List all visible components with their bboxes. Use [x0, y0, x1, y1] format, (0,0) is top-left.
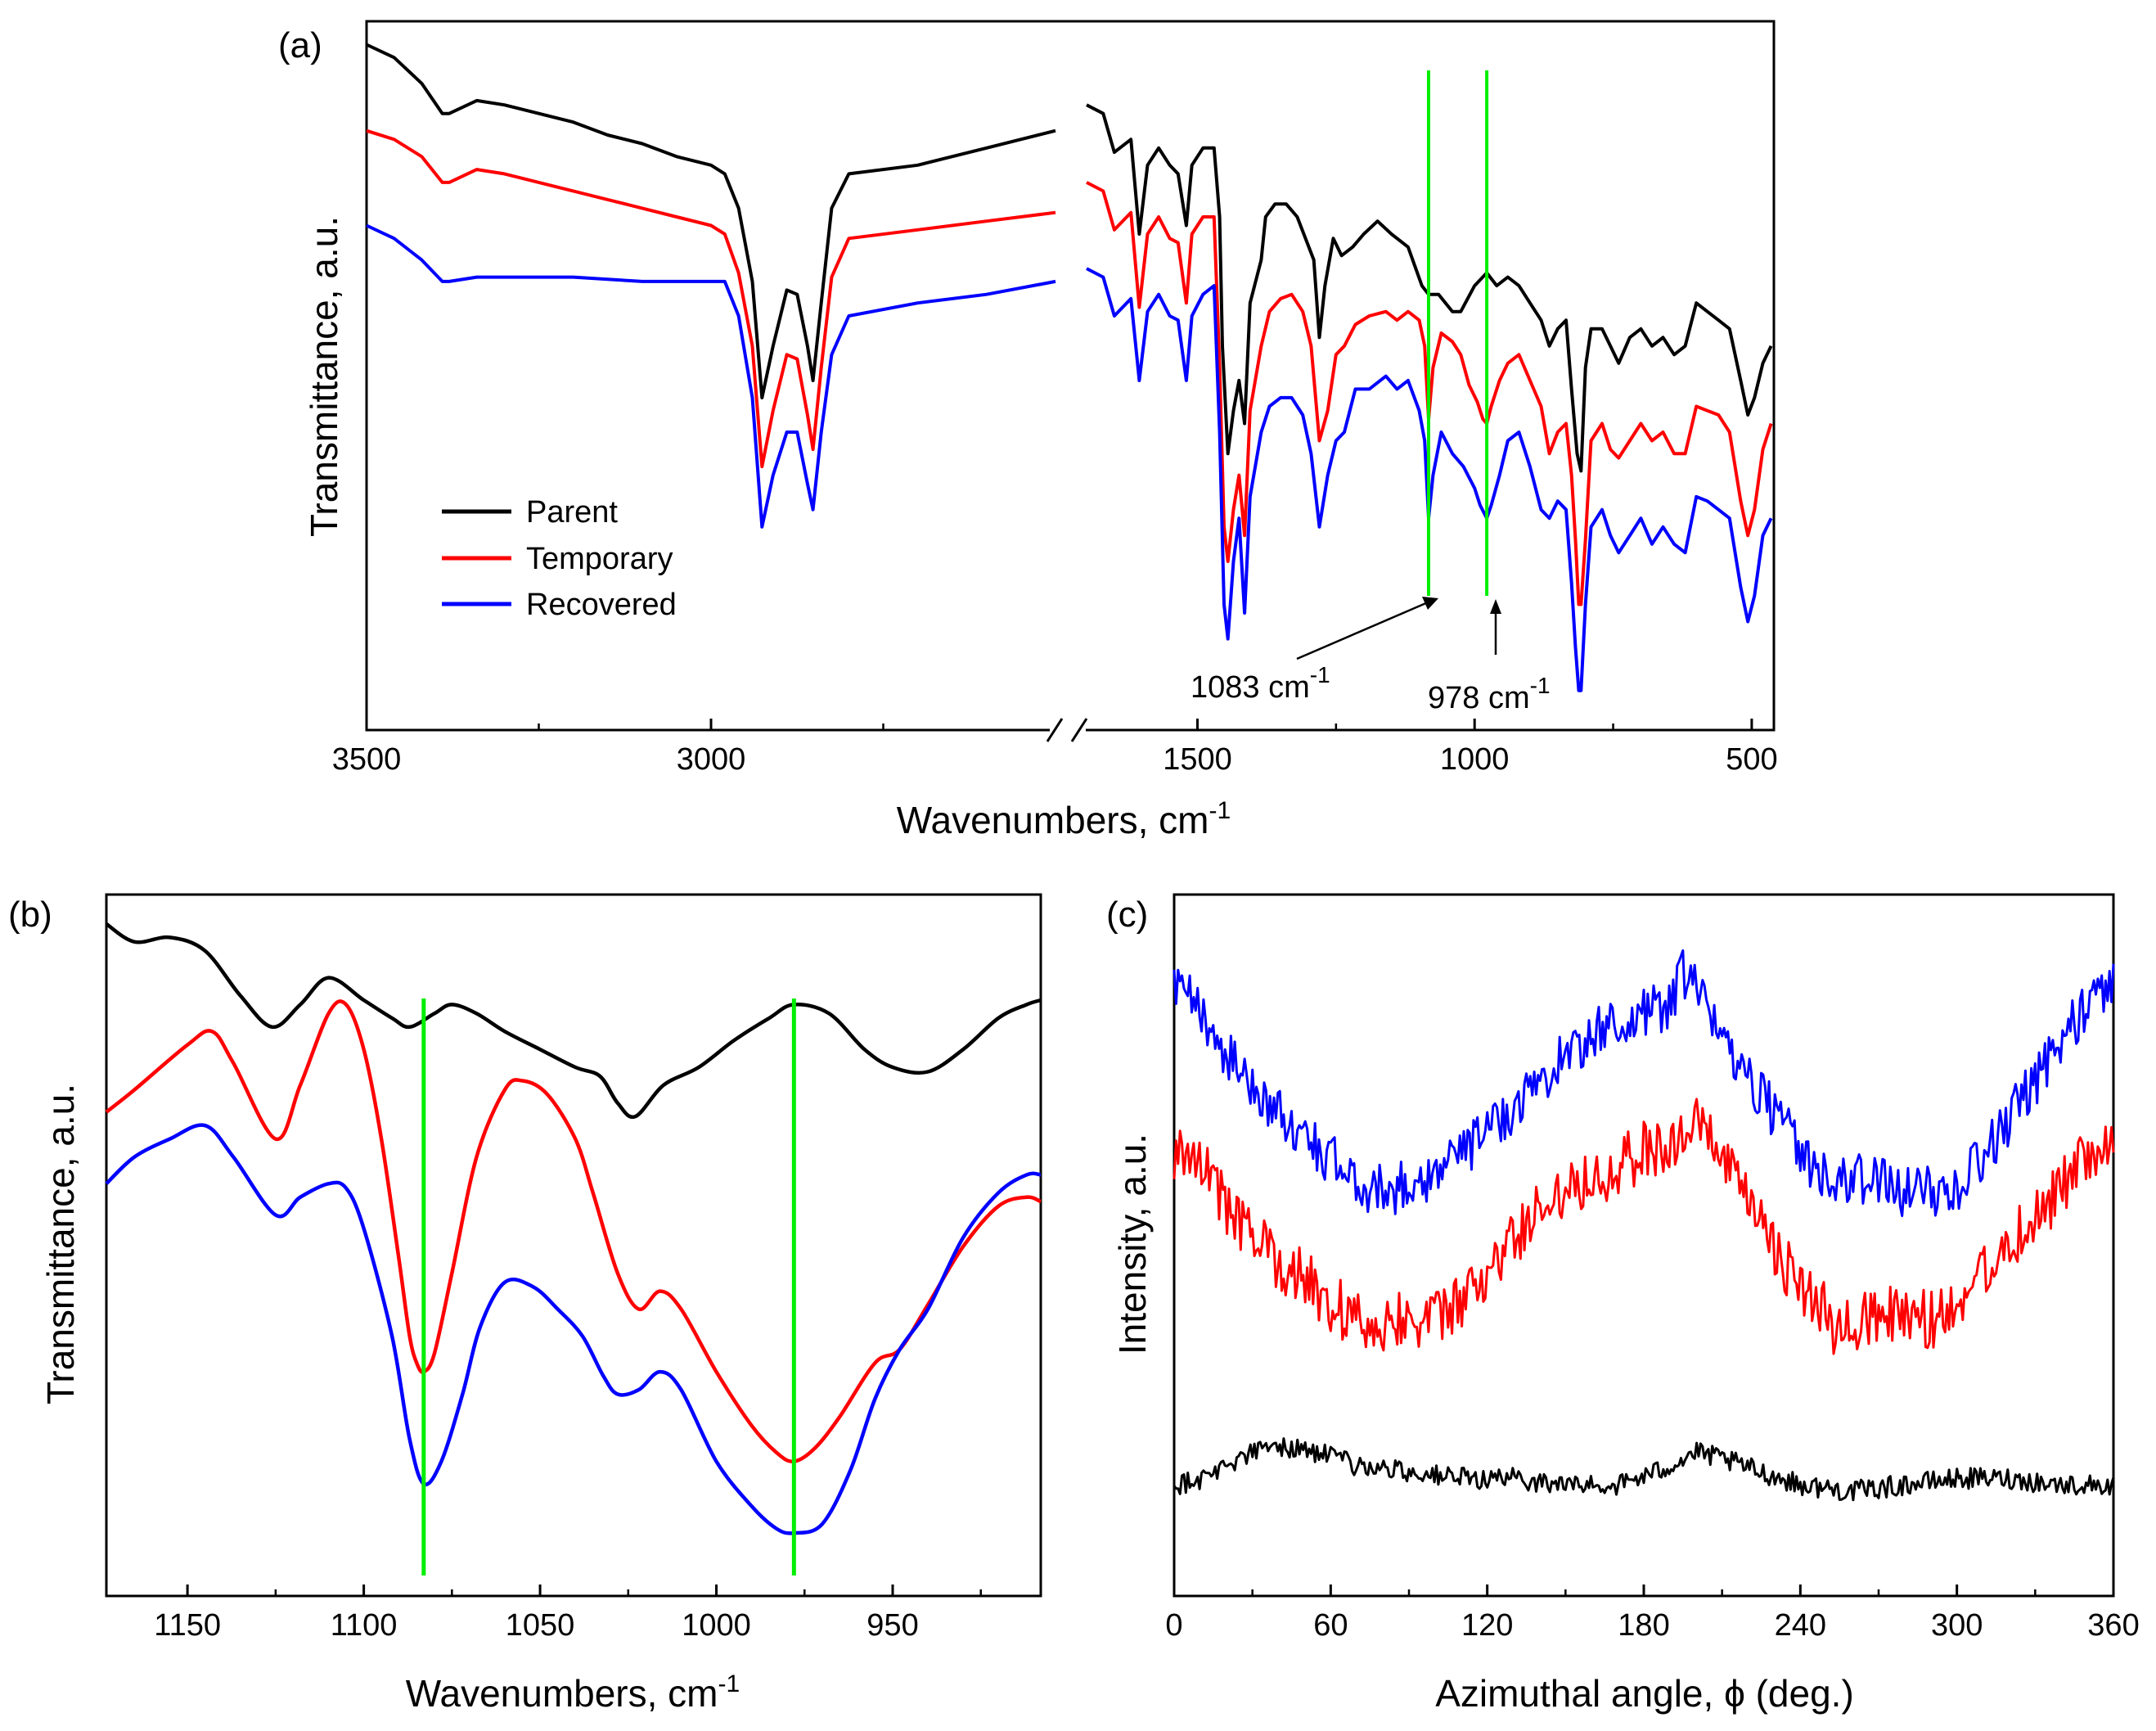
- panel-c-label: (c): [1106, 895, 1148, 935]
- panel-b-series: [105, 922, 1042, 1535]
- panel-b-x-tick-label-1100: 1100: [331, 1608, 398, 1643]
- panel-a-x-tick-label-3500: 3500: [332, 742, 402, 777]
- panel-c: (c) 0 60 120 180 240 300 360 Azimuthal angle, …: [1106, 893, 2140, 1715]
- panel-a-series-recovered-segment-1: [366, 223, 1056, 529]
- panel-b-x-tick-label-1150: 1150: [154, 1608, 221, 1643]
- panel-a-legend: Parent Temporary Recovered: [442, 495, 677, 622]
- panel-a-series-temporary-segment-2: [1086, 181, 1773, 606]
- panel-a-axis-break-mark-1: [1046, 718, 1064, 742]
- panel-b-x-axis-title: Wavenumbers, cm-1: [406, 1670, 740, 1715]
- panel-a-x-tick-label-1000: 1000: [1440, 742, 1510, 777]
- panel-c-x-tick-label-360: 360: [2087, 1608, 2139, 1643]
- panel-a-y-axis-title: Transmittance, a.u.: [303, 216, 345, 537]
- panel-b-x-tick-label-1050: 1050: [506, 1608, 575, 1643]
- panel-b-reference-lines: [421, 998, 796, 1575]
- panel-c-x-tick-label-0: 0: [1165, 1608, 1182, 1643]
- legend-label-temporary: Temporary: [526, 542, 673, 576]
- panel-b-x-tick-label-950: 950: [866, 1608, 918, 1643]
- panel-a-x-tick-label-1500: 1500: [1163, 742, 1232, 777]
- annotation-arrow-1083: [1296, 601, 1429, 660]
- annotation-arrowhead-978: [1490, 599, 1501, 614]
- panel-b-plot-frame: [105, 893, 1042, 1598]
- panel-c-x-ticks: 0 60 120 180 240 300 360: [1165, 1584, 2140, 1643]
- panel-c-series-parent: [1173, 1437, 2115, 1502]
- panel-a-plot-frame: [365, 20, 1776, 732]
- panel-a-annotations: 1083 cm-1 978 cm-1: [1191, 597, 1551, 715]
- panel-b-x-tick-label-1000: 1000: [682, 1608, 751, 1643]
- legend-label-recovered: Recovered: [526, 588, 677, 622]
- panel-c-x-tick-label-60: 60: [1313, 1608, 1348, 1643]
- panel-c-series-recovered: [1173, 949, 2115, 1218]
- panel-a-x-tick-label-3000: 3000: [677, 742, 746, 777]
- panel-b-label: (b): [8, 895, 52, 935]
- panel-b-series-parent: [105, 922, 1042, 1120]
- panel-a-x-tick-label-500: 500: [1726, 742, 1777, 777]
- panel-b-series-recovered: [105, 1123, 1042, 1535]
- panel-c-x-tick-label-240: 240: [1775, 1608, 1826, 1643]
- panel-c-x-tick-label-180: 180: [1618, 1608, 1669, 1643]
- panel-c-x-tick-label-120: 120: [1461, 1608, 1513, 1643]
- panel-a-x-ticks: 3500 3000 1500 1000 500: [332, 719, 1778, 777]
- panel-c-x-tick-label-300: 300: [1931, 1608, 1983, 1643]
- panel-a-series-temporary-segment-1: [366, 128, 1056, 469]
- legend-label-parent: Parent: [526, 495, 618, 530]
- annotation-label-1083: 1083 cm-1: [1191, 662, 1330, 705]
- panel-c-series: [1173, 949, 2115, 1502]
- panel-a-x-axis-title: Wavenumbers, cm-1: [897, 797, 1231, 841]
- panel-a-series-parent-segment-1: [366, 43, 1056, 399]
- panel-a: (a) 3500 3000 1500 1000 500 Wavenumbers, cm-…: [278, 20, 1778, 841]
- panel-a-label: (a): [278, 25, 322, 65]
- panel-a-series-recovered-segment-2: [1086, 267, 1773, 692]
- panel-c-y-axis-title: Intensity, a.u.: [1111, 1134, 1154, 1355]
- panel-b: (b) 1150 1100 1050 1000 950 Wavenumbers, cm-…: [8, 893, 1042, 1715]
- panel-b-series-temporary: [105, 999, 1042, 1463]
- panel-a-reference-lines: [1426, 70, 1489, 596]
- panel-c-series-temporary: [1173, 1098, 2115, 1355]
- panel-a-axis-break-mark-2: [1070, 718, 1088, 742]
- panel-b-y-axis-title: Transmittance, a.u.: [39, 1084, 82, 1404]
- annotation-label-978: 978 cm-1: [1428, 673, 1551, 715]
- annotation-arrowhead-1083: [1422, 597, 1438, 610]
- panel-c-x-axis-title: Azimuthal angle, ϕ (deg.): [1435, 1672, 1854, 1715]
- panel-b-x-ticks: 1150 1100 1050 1000 950: [154, 1584, 982, 1643]
